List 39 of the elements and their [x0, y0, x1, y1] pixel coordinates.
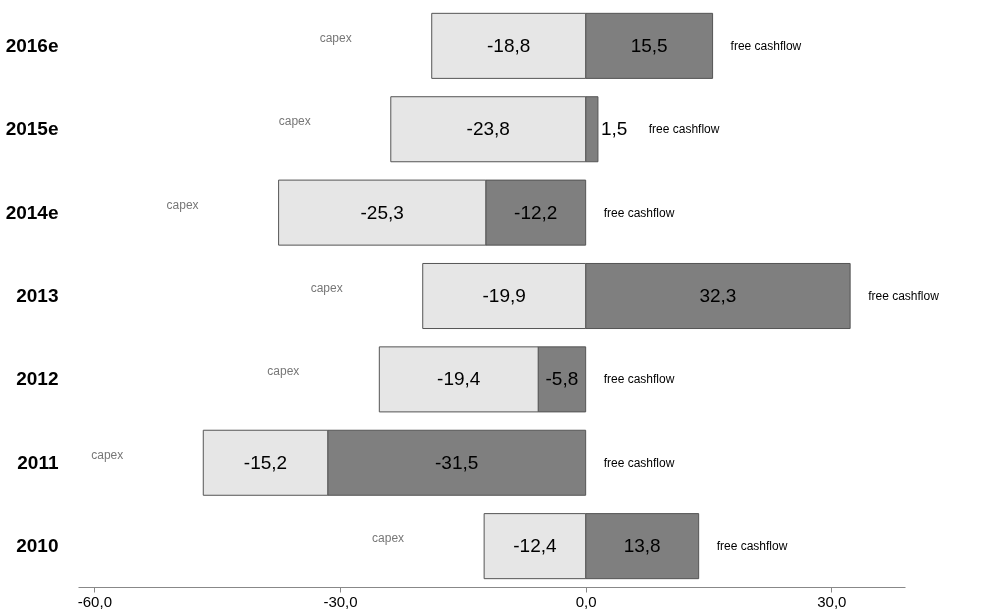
x-tick-label: -60,0	[77, 592, 112, 610]
text: capex	[372, 531, 405, 546]
text: free cashflow	[648, 122, 720, 137]
data-label: 13,8	[623, 535, 661, 557]
x-tick-label: 30,0	[817, 592, 847, 610]
text: free cashflow	[716, 539, 788, 554]
data-label: -12,4	[513, 535, 557, 557]
data-label: -31,5	[435, 451, 479, 473]
data-label: 15,5	[630, 34, 668, 56]
y-tick-label: 2013	[16, 285, 59, 306]
y-tick-label: 2016e	[5, 34, 59, 56]
data-label: -19,4	[437, 368, 481, 390]
text: free cashflow	[603, 205, 675, 220]
y-tick-label: 2012	[16, 368, 59, 390]
data-label: 32,3	[699, 285, 737, 306]
text: capex	[91, 447, 124, 462]
text: capex	[319, 30, 352, 45]
data-label: -18,8	[487, 34, 531, 56]
data-label: -12,2	[514, 201, 558, 223]
data-label: 1,5	[600, 118, 628, 140]
data-label: -15,2	[243, 451, 288, 473]
y-tick-label: 2010	[16, 535, 59, 557]
text: capex	[310, 281, 343, 295]
text: capex	[278, 114, 311, 129]
y-tick-label: 2015e	[5, 118, 59, 140]
data-label: -25,3	[360, 201, 404, 223]
series-label: free cashflow	[730, 38, 802, 53]
text: free cashflow	[868, 289, 939, 303]
data-label: -5,8	[545, 368, 579, 390]
text: free cashflow	[603, 372, 675, 387]
text: capex	[267, 364, 300, 379]
x-tick-label: 0,0	[575, 592, 597, 610]
data-label: -23,8	[466, 118, 510, 140]
y-tick-label: 2014e	[5, 201, 59, 223]
text: free cashflow	[603, 455, 675, 470]
text: capex	[166, 197, 199, 212]
data-label: -19,9	[482, 285, 526, 306]
x-tick-label: -30,0	[323, 592, 358, 610]
y-tick-label: 2011	[17, 451, 59, 473]
